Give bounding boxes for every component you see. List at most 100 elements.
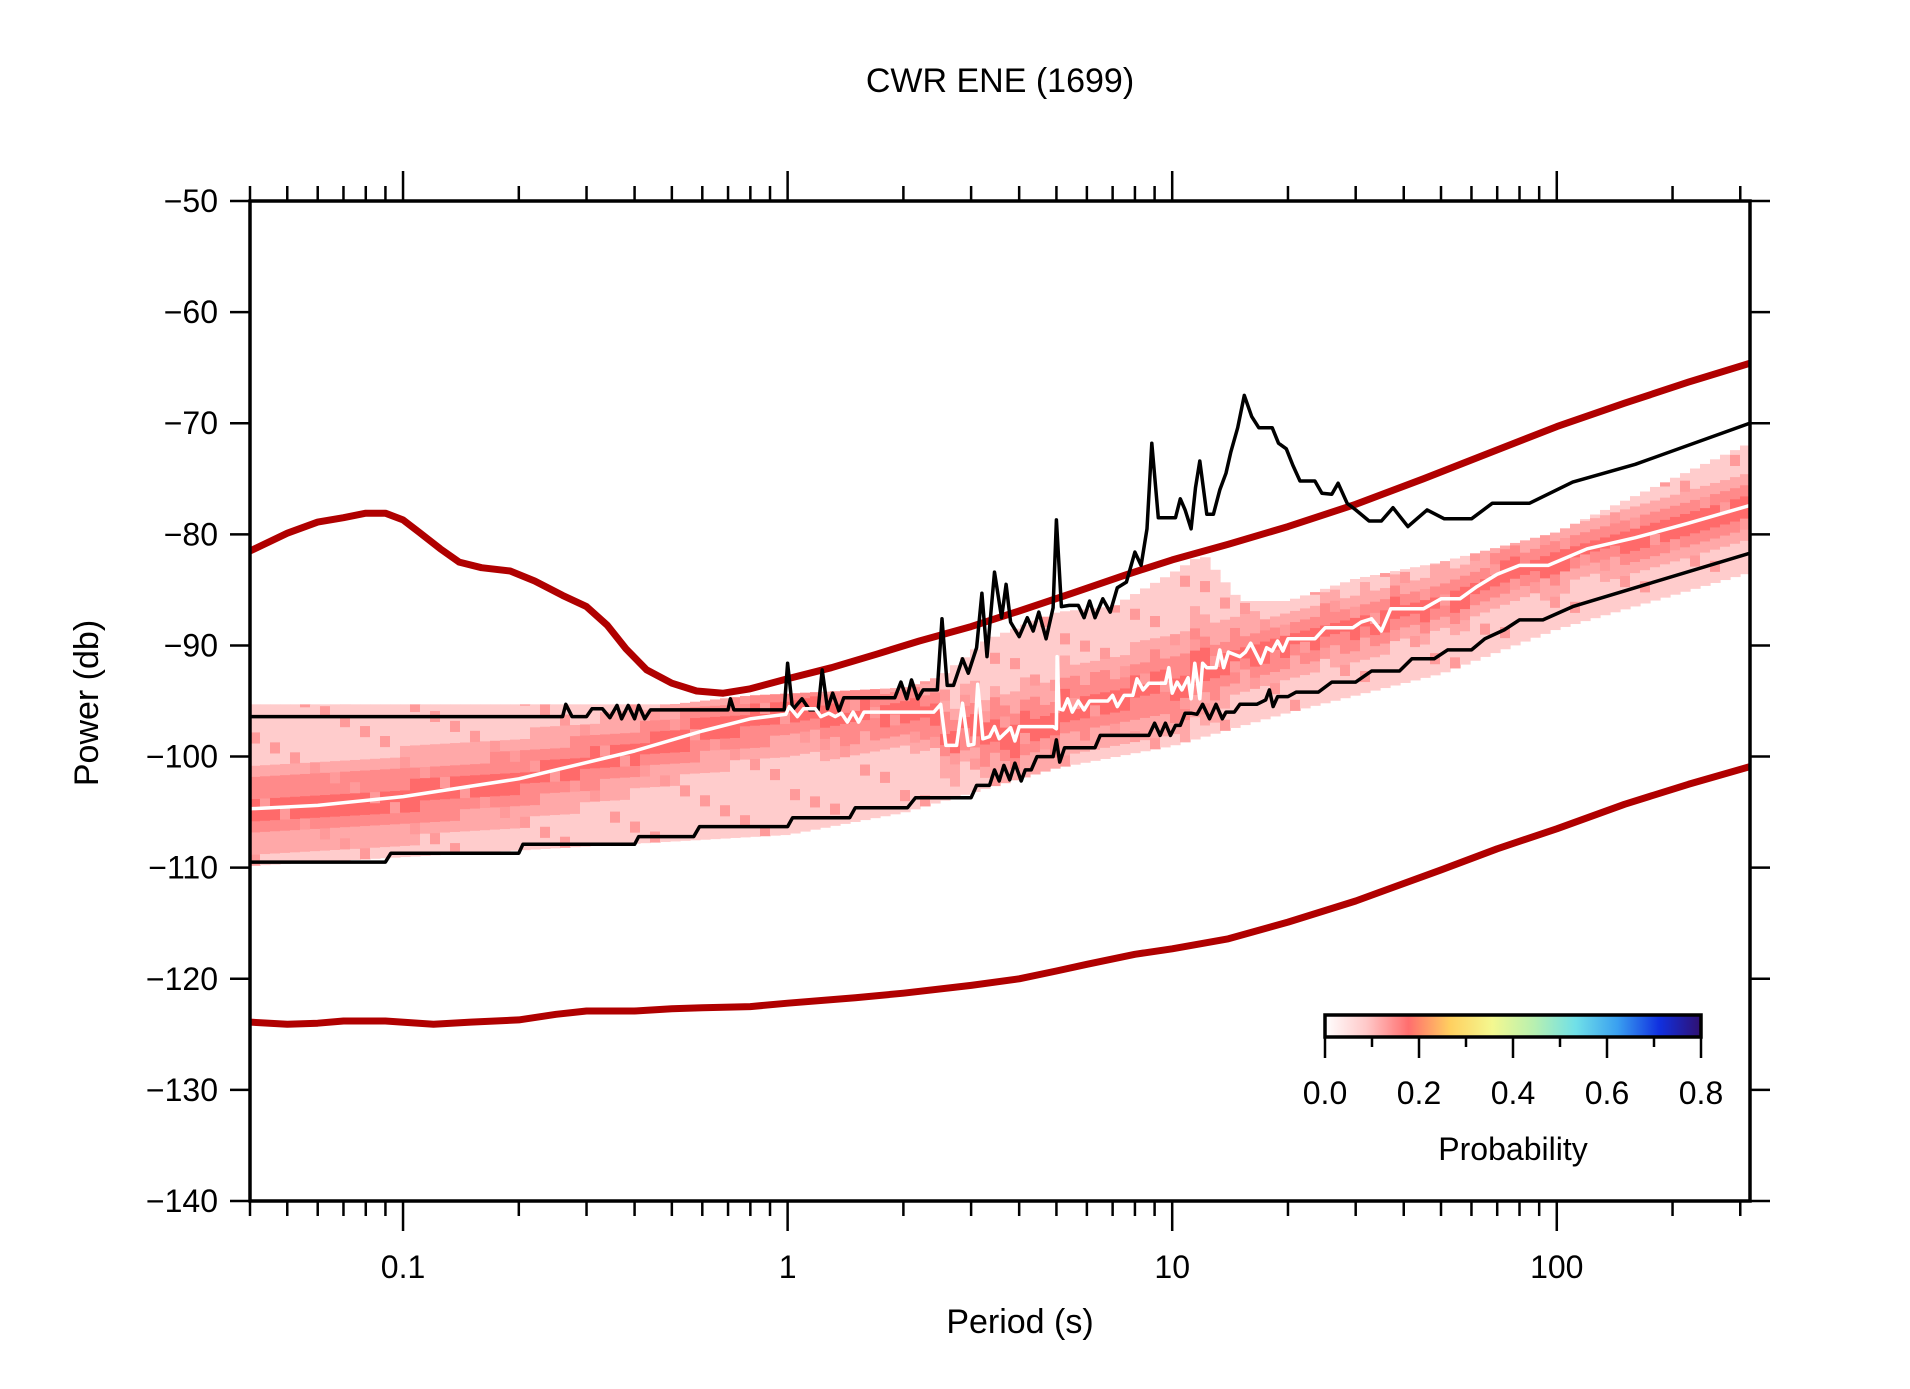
pdf-cell [330, 749, 341, 762]
pdf-cell [1120, 721, 1131, 733]
pdf-cell [570, 704, 581, 714]
pdf-cell [930, 736, 941, 748]
pdf-cell [650, 808, 661, 821]
pdf-cell [1200, 647, 1211, 659]
pdf-cell [1270, 671, 1281, 684]
pdf-cell [1630, 572, 1641, 585]
pdf-cell [320, 805, 331, 818]
pdf-cell [520, 816, 531, 828]
pdf-cell [330, 704, 341, 706]
pdf-cell [900, 700, 911, 713]
pdf-cell [1360, 592, 1371, 605]
pdf-cell [330, 771, 341, 784]
pdf-cell [920, 772, 931, 785]
pdf-cell [350, 803, 361, 816]
pdf-cell [1180, 597, 1191, 610]
pdf-cell [1040, 648, 1051, 661]
pdf-cell [1040, 616, 1051, 628]
pdf-cell [850, 810, 861, 822]
pdf-cell [1370, 667, 1381, 680]
pdf-cell [1390, 618, 1401, 630]
pdf-cell [1260, 652, 1271, 664]
pdf-cell [980, 699, 991, 712]
pdf-cell [380, 724, 391, 737]
pdf-cell [990, 636, 1001, 642]
pdf-cell [1530, 626, 1541, 638]
pdf-cell [490, 762, 501, 775]
pdf-cell [710, 716, 721, 729]
pdf-cell [1550, 540, 1561, 553]
pdf-cell [250, 854, 261, 866]
pdf-cell [1540, 566, 1551, 579]
pdf-cell [420, 744, 431, 756]
pdf-cell [740, 770, 751, 782]
pdf-cell [1160, 702, 1171, 715]
pdf-cell [920, 739, 931, 751]
pdf-cell [1390, 629, 1401, 642]
pdf-cell [680, 718, 691, 730]
pdf-cell [1150, 582, 1161, 594]
pdf-cell [1440, 627, 1451, 639]
pdf-cell [490, 751, 501, 763]
pdf-cell [840, 789, 851, 802]
pdf-cell [820, 760, 831, 773]
pdf-cell [1460, 630, 1471, 643]
pdf-cell [1640, 591, 1651, 604]
pdf-cell [530, 704, 541, 706]
pdf-cell [1520, 540, 1531, 553]
pdf-cell [370, 704, 381, 715]
pdf-cell [1710, 515, 1721, 528]
pdf-cell [400, 823, 411, 835]
pdf-cell [1320, 669, 1331, 682]
pdf-cell [710, 727, 721, 740]
pdf-cell [510, 816, 521, 829]
pdf-cell [280, 818, 291, 831]
pdf-cell [450, 753, 461, 766]
pdf-cell [1700, 529, 1711, 542]
pdf-cell [750, 758, 761, 771]
pdf-cell [1710, 493, 1721, 506]
pdf-cell [330, 816, 341, 828]
pdf-cell [400, 734, 411, 746]
pdf-cell [660, 708, 671, 720]
pdf-cell [890, 769, 901, 781]
pdf-cell [1130, 619, 1141, 631]
pdf-cell [1500, 545, 1511, 550]
pdf-cell [1010, 668, 1021, 681]
x-axis-label: Period (s) [946, 1303, 1093, 1341]
pdf-cell [1360, 659, 1371, 671]
pdf-cell [510, 704, 521, 707]
pdf-cell [1440, 605, 1451, 617]
pdf-cell [720, 715, 731, 728]
pdf-cell [940, 744, 951, 757]
pdf-cell [480, 829, 491, 842]
pdf-cell [1220, 619, 1231, 631]
pdf-cell [1270, 660, 1281, 673]
pdf-cell [390, 704, 401, 714]
pdf-cell [480, 740, 491, 753]
pdf-cell [1720, 523, 1731, 536]
pdf-cell [1100, 607, 1111, 615]
pdf-cell [720, 749, 731, 761]
pdf-cell [1160, 691, 1171, 703]
pdf-cell [810, 729, 821, 741]
pdf-cell [420, 733, 431, 745]
pdf-cell [320, 749, 331, 762]
pdf-cell [1720, 557, 1731, 569]
pdf-cell [1710, 471, 1721, 483]
pdf-cell [580, 768, 591, 780]
pdf-cell [1720, 512, 1731, 525]
pdf-cell [1600, 525, 1611, 538]
pdf-cell [290, 729, 301, 742]
pdf-cell [1480, 567, 1491, 580]
pdf-cell [1530, 537, 1541, 549]
pdf-cell [1640, 547, 1651, 560]
pdf-cell [1390, 607, 1401, 619]
pdf-cell [350, 848, 361, 860]
pdf-cell [250, 720, 261, 733]
pdf-cell [850, 776, 861, 789]
pdf-cell [1200, 713, 1211, 726]
pdf-cell [320, 849, 331, 862]
pdf-cell [870, 695, 881, 708]
pdf-cell [530, 760, 541, 772]
